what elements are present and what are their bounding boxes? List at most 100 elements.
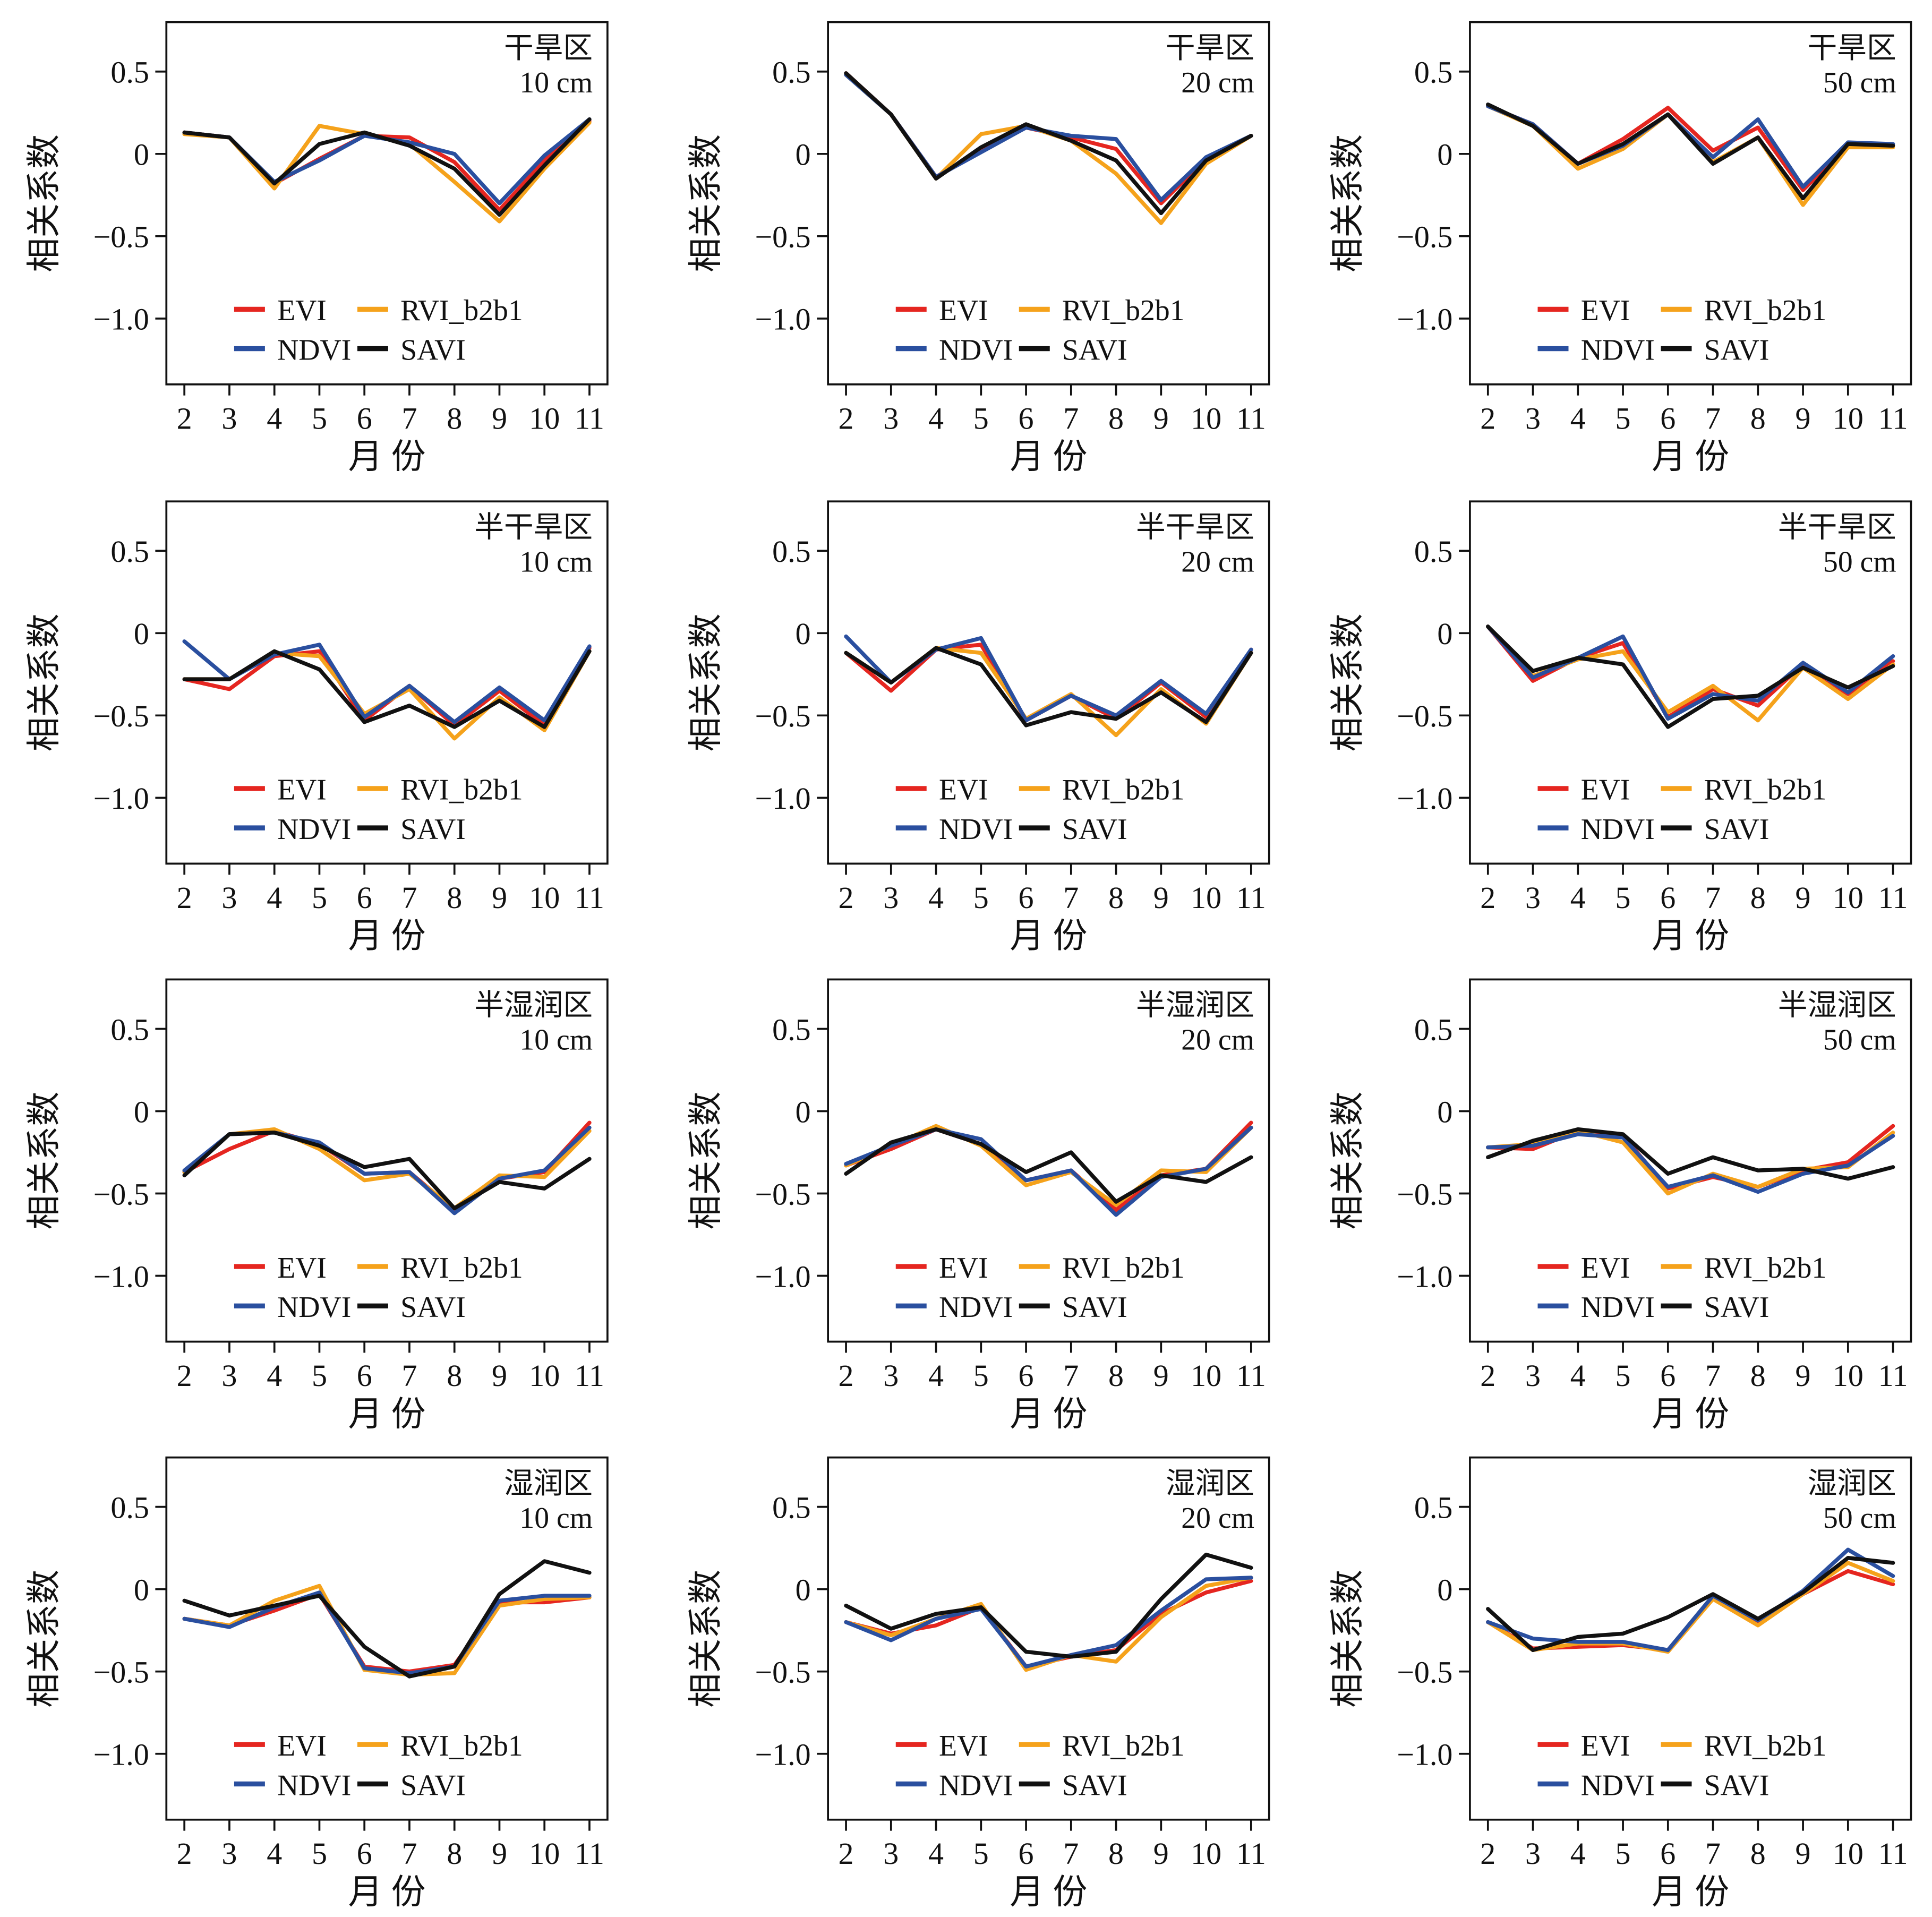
legend-item-rvi-b2b1: RVI_b2b1 <box>1661 1252 1826 1285</box>
legend-label: EVI <box>939 294 988 327</box>
x-tick-label: 11 <box>1878 1836 1908 1871</box>
panel-title: 干旱区 <box>1166 32 1254 65</box>
panel-title: 半湿润区 <box>474 989 593 1022</box>
x-tick-label: 2 <box>177 880 192 915</box>
legend-label: RVI_b2b1 <box>1062 774 1185 807</box>
legend-item-evi: EVI <box>234 774 327 807</box>
x-tick-label: 10 <box>1191 1358 1221 1393</box>
x-tick-label: 9 <box>1796 1358 1811 1393</box>
legend-label: SAVI <box>400 813 466 846</box>
legend-label: SAVI <box>1704 1769 1769 1802</box>
x-tick-label: 4 <box>1570 880 1586 915</box>
legend-label: EVI <box>277 774 327 807</box>
legend-label: RVI_b2b1 <box>1062 294 1185 327</box>
legend-label: NDVI <box>1581 813 1655 846</box>
legend-label: EVI <box>1581 1730 1630 1762</box>
y-tick-label: 0.5 <box>1414 55 1453 90</box>
y-tick-label: −0.5 <box>93 1655 149 1690</box>
series-line-ndvi <box>182 1590 592 1675</box>
legend-item-evi: EVI <box>895 774 988 807</box>
x-tick-label: 2 <box>177 1358 192 1393</box>
x-axis-label: 月 份 <box>1652 1873 1729 1911</box>
legend-label: SAVI <box>400 333 466 366</box>
legend-label: SAVI <box>400 1769 466 1802</box>
x-tick-label: 6 <box>1660 1836 1675 1871</box>
plot-frame <box>165 978 609 1343</box>
x-tick-label: 8 <box>1750 880 1766 915</box>
x-tick-label: 9 <box>1153 1358 1169 1393</box>
x-tick-label: 9 <box>1153 401 1169 435</box>
legend-label: EVI <box>939 774 988 807</box>
legend-label: SAVI <box>1062 333 1127 366</box>
series-line-ndvi <box>1486 1547 1895 1653</box>
x-tick-label: 11 <box>1236 401 1266 435</box>
x-tick-label: 4 <box>1570 1358 1586 1393</box>
legend-item-ndvi: NDVI <box>895 813 1013 846</box>
x-tick-label: 10 <box>1833 401 1863 435</box>
x-tick-label: 3 <box>1525 1358 1541 1393</box>
legend-label: NDVI <box>1581 333 1655 366</box>
x-tick-label: 2 <box>839 880 854 915</box>
y-tick-label: −1.0 <box>93 1259 149 1294</box>
x-tick-label: 3 <box>883 880 899 915</box>
legend-item-rvi-b2b1: RVI_b2b1 <box>1019 294 1185 327</box>
y-tick-label: −1.0 <box>93 1738 149 1772</box>
x-tick-label: 4 <box>267 1358 282 1393</box>
x-tick-label: 7 <box>1063 880 1079 915</box>
x-tick-label: 9 <box>492 1358 507 1393</box>
panel-title: 半干旱区 <box>1778 511 1896 544</box>
y-tick-label: 0 <box>1437 138 1452 172</box>
x-tick-label: 10 <box>1191 1836 1221 1871</box>
legend-label: RVI_b2b1 <box>400 774 523 807</box>
x-axis-label: 月 份 <box>1010 1873 1087 1911</box>
x-tick-label: 5 <box>312 1836 327 1871</box>
series-line-ndvi <box>844 1576 1253 1669</box>
legend-item-evi: EVI <box>234 1252 327 1285</box>
y-tick-label: 0 <box>796 138 811 172</box>
panel-subtitle: 20 cm <box>1181 1502 1254 1535</box>
y-tick-label: −1.0 <box>755 1259 810 1294</box>
x-tick-label: 6 <box>357 1836 372 1871</box>
x-tick-label: 4 <box>928 1358 944 1393</box>
x-tick-label: 9 <box>1796 880 1811 915</box>
x-tick-label: 6 <box>1019 1836 1034 1871</box>
y-tick-label: 0 <box>134 1573 149 1607</box>
legend-item-rvi-b2b1: RVI_b2b1 <box>357 1252 523 1285</box>
series-line-savi <box>182 1559 592 1679</box>
x-tick-label: 6 <box>1660 880 1675 915</box>
y-tick-label: −0.5 <box>1397 1177 1452 1211</box>
legend-label: RVI_b2b1 <box>1704 1730 1827 1762</box>
legend-item-ndvi: NDVI <box>234 333 351 366</box>
legend-label: RVI_b2b1 <box>1062 1730 1185 1762</box>
x-tick-label: 7 <box>1705 401 1721 435</box>
y-axis-label: 相关系数 <box>1329 134 1367 272</box>
y-axis-label: 相关系数 <box>25 134 63 272</box>
plot-frame <box>165 1456 609 1821</box>
x-tick-label: 11 <box>1236 1358 1266 1393</box>
x-tick-label: 2 <box>1480 1836 1495 1871</box>
legend-item-savi: SAVI <box>357 813 466 846</box>
series-line-ndvi <box>1486 1132 1895 1194</box>
legend-label: NDVI <box>277 1769 351 1802</box>
y-axis-label: 相关系数 <box>687 1092 725 1230</box>
legend-label: SAVI <box>1062 813 1127 846</box>
x-tick-label: 6 <box>1660 1358 1675 1393</box>
x-tick-label: 3 <box>883 401 899 435</box>
y-tick-label: −0.5 <box>755 699 810 733</box>
series-line-savi <box>182 117 592 217</box>
x-tick-label: 3 <box>1525 401 1541 435</box>
x-tick-label: 4 <box>928 1836 944 1871</box>
x-tick-label: 8 <box>447 1836 462 1871</box>
x-tick-label: 7 <box>401 880 417 915</box>
x-tick-label: 3 <box>221 401 237 435</box>
panel-subtitle: 50 cm <box>1823 1024 1896 1057</box>
legend-item-rvi-b2b1: RVI_b2b1 <box>1661 774 1826 807</box>
legend-item-rvi-b2b1: RVI_b2b1 <box>1661 1730 1827 1762</box>
y-tick-label: −1.0 <box>755 781 810 816</box>
x-axis-label: 月 份 <box>1652 438 1729 476</box>
x-tick-label: 8 <box>447 401 462 435</box>
